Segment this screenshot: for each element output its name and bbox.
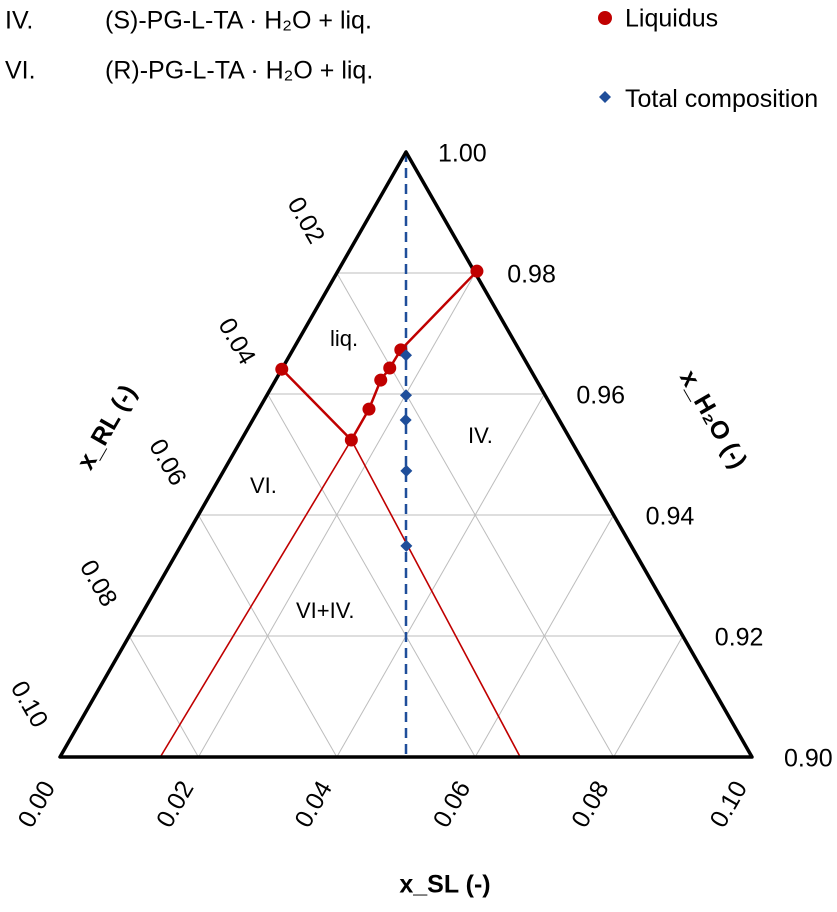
- x-tick-label: 0.10: [705, 776, 754, 832]
- grid-line: [267, 393, 476, 758]
- region-label: IV.: [468, 423, 493, 448]
- z-axis-title: x_RL (-): [72, 380, 143, 474]
- data-point: [383, 361, 397, 375]
- grid-line: [336, 272, 615, 758]
- x-axis-title: x_SL (-): [399, 871, 490, 899]
- note-text: (R)-PG-L-TA · H₂O + liq.: [105, 57, 373, 85]
- x-tick-label: 0.00: [13, 776, 62, 832]
- y-axis-title: x_H₂O (-): [674, 365, 752, 473]
- x-tick-label: 0.04: [289, 776, 338, 832]
- data-point: [275, 362, 289, 376]
- z-tick-label: 0.10: [5, 676, 54, 732]
- grid-line: [197, 514, 338, 758]
- data-point: [400, 349, 412, 362]
- data-point: [374, 373, 388, 387]
- x-tick-label: 0.02: [151, 776, 200, 832]
- z-tick-label: 0.06: [143, 434, 192, 490]
- z-tick-label: 0.04: [213, 313, 262, 369]
- y-tick-label: 0.98: [507, 261, 556, 289]
- region-label: liq.: [330, 326, 358, 351]
- liquidus-curve: [280, 270, 478, 442]
- axis-frame: [58, 150, 754, 759]
- z-tick-label: 0.08: [74, 555, 123, 611]
- grid-line: [336, 393, 545, 758]
- y-tick-label: 0.94: [646, 503, 695, 531]
- note-text: (S)-PG-L-TA · H₂O + liq.: [105, 7, 372, 35]
- data-point: [470, 264, 484, 278]
- legend-symbol: [599, 91, 611, 103]
- data-point: [362, 402, 376, 416]
- y-tick-label: 1.00: [438, 140, 487, 168]
- x-tick-label: 0.08: [566, 776, 615, 832]
- grid-line: [613, 635, 684, 758]
- data-point: [400, 464, 413, 477]
- note-label: IV.: [5, 7, 33, 35]
- data-point: [400, 389, 412, 402]
- legend-symbol: [598, 11, 612, 25]
- note-label: VI.: [5, 57, 36, 85]
- x-tick-label: 0.06: [428, 776, 477, 832]
- z-tick-label: 0.02: [282, 192, 331, 248]
- tie-line: [350, 439, 521, 758]
- data-point: [344, 433, 358, 447]
- grid-line: [128, 635, 199, 758]
- legend-label: Total composition: [625, 85, 819, 113]
- y-tick-label: 0.92: [715, 624, 764, 652]
- region-label: VI+IV.: [296, 598, 355, 623]
- legend-label: Liquidus: [625, 5, 718, 33]
- data-point: [399, 414, 412, 427]
- region-label: VI.: [250, 473, 277, 498]
- data-point: [400, 539, 413, 552]
- y-tick-label: 0.90: [784, 745, 833, 773]
- tie-line: [159, 439, 353, 758]
- y-tick-label: 0.96: [576, 382, 625, 410]
